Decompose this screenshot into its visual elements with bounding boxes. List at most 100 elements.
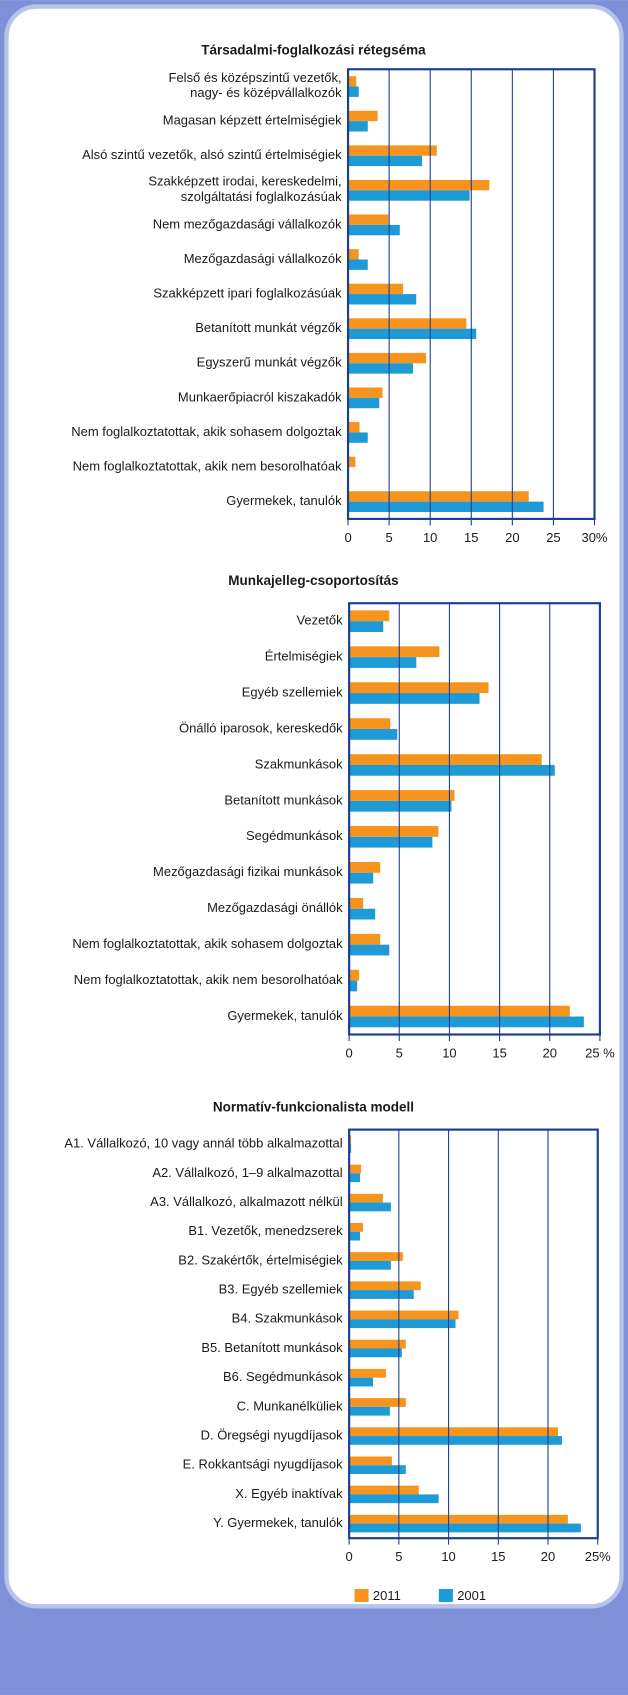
bar <box>349 646 440 658</box>
bar <box>349 980 358 992</box>
x-tick-label: 25 % <box>585 1045 615 1060</box>
x-tick-label: 20 <box>505 530 519 545</box>
plot-frame <box>348 1128 599 1540</box>
category-label: Munkaerőpiacról kiszakadók <box>178 389 342 404</box>
bar <box>349 1164 362 1174</box>
bar <box>348 294 417 305</box>
category-label: Szakképzett ipari foglalkozásúak <box>153 286 342 301</box>
bar <box>349 1319 456 1329</box>
bar <box>349 836 433 848</box>
bar <box>349 908 376 920</box>
bar <box>348 249 359 260</box>
category-label: Szakmunkások <box>255 756 343 771</box>
category-label: E. Rokkantsági nyugdíjasok <box>183 1457 344 1472</box>
category-label: Nem foglalkoztatottak, akik nem besorolh… <box>73 458 342 473</box>
bar <box>349 610 390 622</box>
x-tick-label: 0 <box>344 530 351 545</box>
legend-label: 2011 <box>373 1588 401 1603</box>
category-label: D. Öregségi nyugdíjasok <box>201 1427 344 1442</box>
bar <box>349 718 391 730</box>
bar <box>348 110 378 122</box>
bar <box>349 1465 406 1474</box>
category-label: A3. Vállalkozó, alkalmazott nélkül <box>150 1194 343 1209</box>
bar <box>348 224 400 236</box>
x-tick-label: 0 <box>346 1045 353 1060</box>
x-tick-label: 10 <box>423 530 437 545</box>
bar <box>349 1485 419 1495</box>
bar <box>349 1514 568 1524</box>
bar <box>349 826 439 837</box>
category-label: A2. Vállalkozó, 1–9 alkalmazottal <box>152 1165 342 1180</box>
category-label: Felső és középszintű vezetők, nagy- és kö… <box>169 70 343 100</box>
x-tick-label: 25 <box>546 530 560 545</box>
bar <box>348 432 368 443</box>
category-label: Magasan képzett értelmiségiek <box>163 113 342 128</box>
bar <box>348 121 368 132</box>
x-tick-label: 25% <box>585 1549 611 1564</box>
bar <box>349 1281 421 1291</box>
x-tick-label: 20 <box>543 1045 557 1060</box>
plot-frame <box>346 68 596 520</box>
x-tick-label: 15 <box>492 1045 506 1060</box>
bar <box>349 897 364 909</box>
category-label: Segédmunkások <box>246 828 343 843</box>
legend-label: 2001 <box>457 1588 486 1603</box>
card <box>4 4 624 1609</box>
bar <box>349 1252 403 1261</box>
category-label: B5. Betanított munkások <box>201 1340 343 1355</box>
bar <box>349 969 360 981</box>
bar <box>349 861 381 873</box>
bar <box>349 1193 383 1203</box>
bar <box>349 682 489 694</box>
category-label: B3. Egyéb szellemiek <box>219 1282 343 1297</box>
bar <box>349 1436 562 1445</box>
category-label: Gyermekek, tanulók <box>227 1008 343 1023</box>
category-label: Szakképzett irodai, kereskedelmi, szolgál… <box>148 174 342 204</box>
category-label: X. Egyéb inaktívak <box>235 1486 343 1501</box>
category-label: Y. Gyermekek, tanulók <box>213 1515 343 1530</box>
bar <box>349 790 455 801</box>
bar <box>349 872 374 884</box>
bar <box>348 76 357 87</box>
bar <box>349 944 390 956</box>
bar <box>349 657 417 668</box>
bar <box>349 933 381 945</box>
category-label: Nem foglalkoztatottak, akik nem besorolh… <box>74 972 343 987</box>
bar <box>348 363 413 374</box>
category-label: A1. Vállalkozó, 10 vagy annál több alkal… <box>64 1136 342 1151</box>
bar <box>348 214 389 225</box>
bar <box>349 1016 584 1028</box>
category-label: B4. Szakmunkások <box>232 1311 344 1326</box>
bar <box>349 754 542 765</box>
bar <box>348 283 404 295</box>
bar <box>349 693 480 704</box>
chart-title: Munkajelleg-csoportosítás <box>228 573 398 588</box>
bar <box>349 800 452 812</box>
bar <box>349 1339 406 1349</box>
category-label: Betanított munkát végzők <box>195 320 342 335</box>
chart-title: Társadalmi-foglalkozási rétegséma <box>201 42 426 57</box>
x-tick-label: 20 <box>541 1549 555 1564</box>
category-label: Mezőgazdasági fizikai munkások <box>153 864 343 879</box>
x-tick-label: 10 <box>441 1549 455 1564</box>
bar <box>349 1494 439 1504</box>
bar <box>348 155 422 167</box>
bar <box>349 764 555 776</box>
bar <box>348 145 437 156</box>
bar <box>348 86 359 97</box>
x-tick-label: 0 <box>346 1549 353 1564</box>
chart-title: Normatív-funkcionalista modell <box>213 1100 414 1115</box>
category-label: Egyszerű munkát végzők <box>197 355 342 370</box>
bar <box>348 352 427 364</box>
category-label: Önálló iparosok, kereskedők <box>179 720 343 735</box>
x-tick-label: 30% <box>582 530 608 545</box>
bar <box>349 1523 581 1533</box>
bar <box>348 318 467 329</box>
bar <box>349 1223 364 1232</box>
bar <box>349 1202 391 1212</box>
category-label: B6. Segédmunkások <box>223 1369 343 1384</box>
x-tick-label: 5 <box>395 1549 402 1564</box>
category-label: Mezőgazdasági önállók <box>207 900 343 915</box>
plot-frame <box>348 602 601 1036</box>
